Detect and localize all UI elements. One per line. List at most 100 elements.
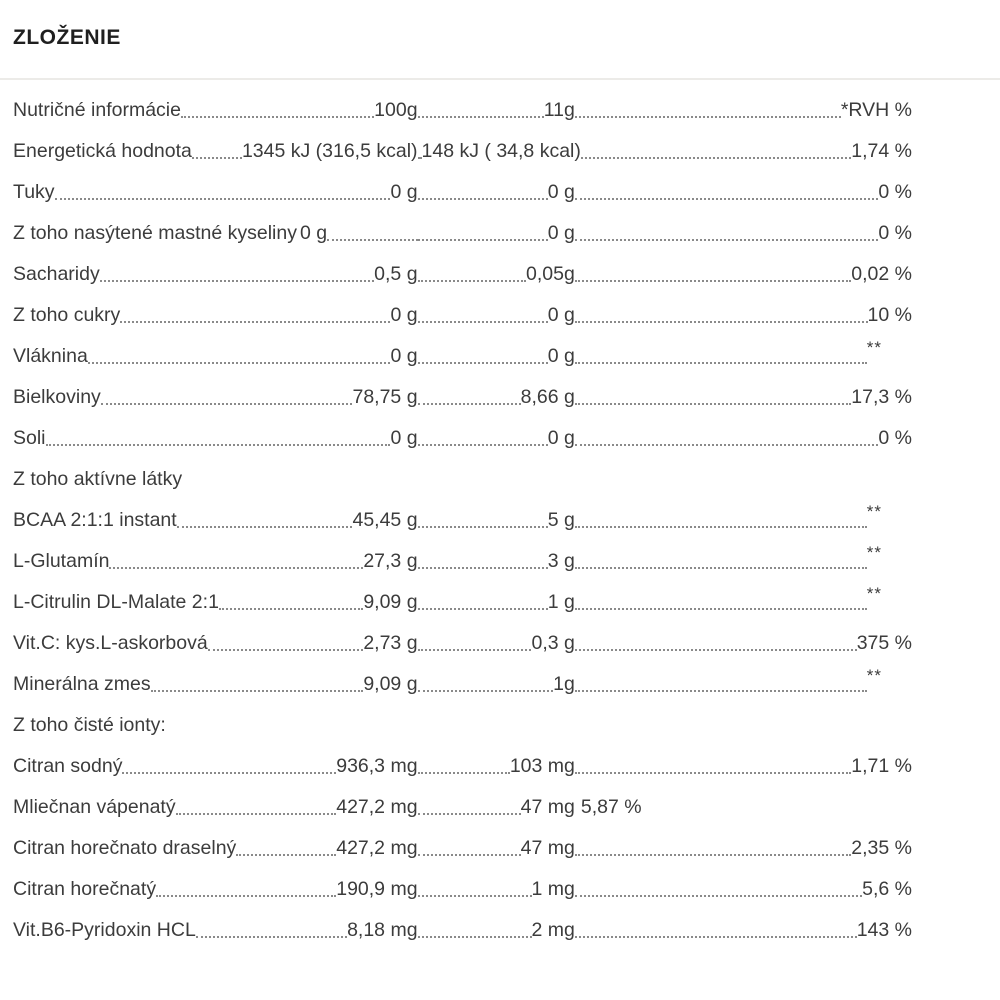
table-row: Minerálna zmes 9,09 g 1g ** [13,664,912,705]
rvh-percent-value: 10 % [867,304,912,326]
dot-leader [417,157,422,159]
dot-leader [99,280,375,282]
dot-leader [574,239,879,241]
section-label: Z toho aktívne látky [13,468,183,490]
rvh-cell: ** [574,664,912,705]
value-per-100g: 427,2 mg [336,837,418,859]
double-asterisk-marker: ** [866,543,882,562]
double-asterisk-marker: ** [866,584,882,603]
rvh-percent-value: 375 % [856,632,912,654]
table-row: Mliečnan vápenatý 427,2 mg 47 mg 5,87 % [13,787,912,828]
rvh-cell: 17,3 % [574,377,912,418]
value-per-11g: 0 g [547,181,575,203]
table-row: Bielkoviny 78,75 g 8,66 g 17,3 % [13,377,912,418]
nutrient-label: Z toho cukry [13,304,121,326]
rvh-percent-value: 1,71 % [851,755,912,777]
dot-leader [574,649,857,651]
dot-leader [574,895,863,897]
value-per-100g: 45,45 g [352,509,418,531]
dot-leader [417,772,510,774]
rvh-percent-value: 0 % [878,181,912,203]
table-row: Citran sodný 936,3 mg 103 mg 1,71 % [13,746,912,787]
value-per-100g: 2,73 g [363,632,418,654]
nutrient-label: BCAA 2:1:1 instant [13,509,177,531]
dot-leader [417,321,548,323]
value-per-11g: 1 g [547,591,575,613]
dot-leader [417,567,548,569]
rvh-cell: 2,35 % [574,828,912,869]
dot-leader [150,690,364,692]
value-per-100g: 0,5 g [374,263,418,285]
header-divider [0,78,1000,80]
label-column-cell: Sacharidy 0,5 g [13,254,418,295]
rvh-percent-value: 1,74 % [851,140,912,162]
value-per-100g: 1345 kJ (316,5 kcal) [241,140,418,162]
dot-leader [417,362,548,364]
value-per-100g: 9,09 g [363,591,418,613]
nutrient-label: L-Citrulin DL-Malate 2:1 [13,591,219,613]
nutrient-label: Vit.B6-Pyridoxin HCL [13,919,196,941]
per-11g-cell: 0 g [417,336,575,377]
table-row: Nutričné informácie 100g 11g *RVH % [13,90,912,131]
dot-leader [417,280,527,282]
nutrient-label: Vit.C: kys.L-askorbová [13,632,208,654]
dot-leader [574,362,867,364]
dot-leader [417,690,554,692]
rvh-cell: 143 % [574,910,912,951]
dot-leader [574,772,852,774]
value-per-100g: 427,2 mg [336,796,418,818]
per-11g-cell: 47 mg [417,787,575,828]
per-11g-cell: 0,3 g [417,623,575,664]
value-per-11g: 0 g [547,427,575,449]
nutrient-label: Sacharidy [13,263,100,285]
label-column-cell: Minerálna zmes 9,09 g [13,664,418,705]
table-row: Soli 0 g 0 g 0 % [13,418,912,459]
dot-leader [574,567,867,569]
dot-leader [417,444,548,446]
table-row: Tuky 0 g 0 g 0 % [13,172,912,213]
value-per-100g: 0 g [390,181,418,203]
rvh-percent-value: *RVH % [840,99,912,121]
table-row: Vláknina 0 g 0 g ** [13,336,912,377]
value-per-100g: 0 g [390,304,418,326]
value-per-11g: 1 mg [531,878,575,900]
label-column-cell: Soli 0 g [13,418,418,459]
dot-leader [175,813,337,815]
dot-leader [417,813,521,815]
value-per-11g: 1g [553,673,575,695]
dot-leader [195,936,348,938]
table-row: Vit.C: kys.L-askorbová 2,73 g 0,3 g 375 % [13,623,912,664]
label-column-cell: L-Citrulin DL-Malate 2:1 9,09 g [13,582,418,623]
rvh-cell: 0 % [574,172,912,213]
nutrient-label: L-Glutamín [13,550,110,572]
per-11g-cell: 103 mg [417,746,575,787]
nutrition-table: Nutričné informácie 100g 11g *RVH % Energeti… [0,90,1000,951]
nutrient-label: Mliečnan vápenatý [13,796,176,818]
double-asterisk-marker: ** [866,666,882,685]
per-11g-cell: 0 g [417,172,575,213]
dot-leader [574,280,852,282]
rvh-cell: 5,6 % [574,869,912,910]
per-11g-cell: 11g [417,90,575,131]
value-per-11g: 11g [543,99,575,121]
label-column-cell: Citran horečnatý 190,9 mg [13,869,418,910]
per-11g-cell: 47 mg [417,828,575,869]
rvh-percent-value: 5,6 % [862,878,912,900]
rvh-cell: 1,74 % [580,131,912,172]
label-column-cell: Tuky 0 g [13,172,418,213]
value-per-11g: 148 kJ ( 34,8 kcal) [421,140,581,162]
rvh-percent-value: 143 % [856,919,912,941]
label-column-cell: Citran sodný 936,3 mg [13,746,418,787]
dot-leader [122,772,337,774]
value-per-11g: 47 mg [520,796,575,818]
double-asterisk-marker: ** [866,338,882,357]
dot-leader [574,321,868,323]
dot-leader [417,526,548,528]
nutrient-label: Citran sodný [13,755,123,777]
label-column-cell: Nutričné informácie 100g [13,90,418,131]
value-per-100g: 100g [374,99,418,121]
value-per-11g: 0 g [547,304,575,326]
dot-leader [574,444,879,446]
nutrient-label: Z toho nasýtené mastné kyseliny [13,222,297,244]
